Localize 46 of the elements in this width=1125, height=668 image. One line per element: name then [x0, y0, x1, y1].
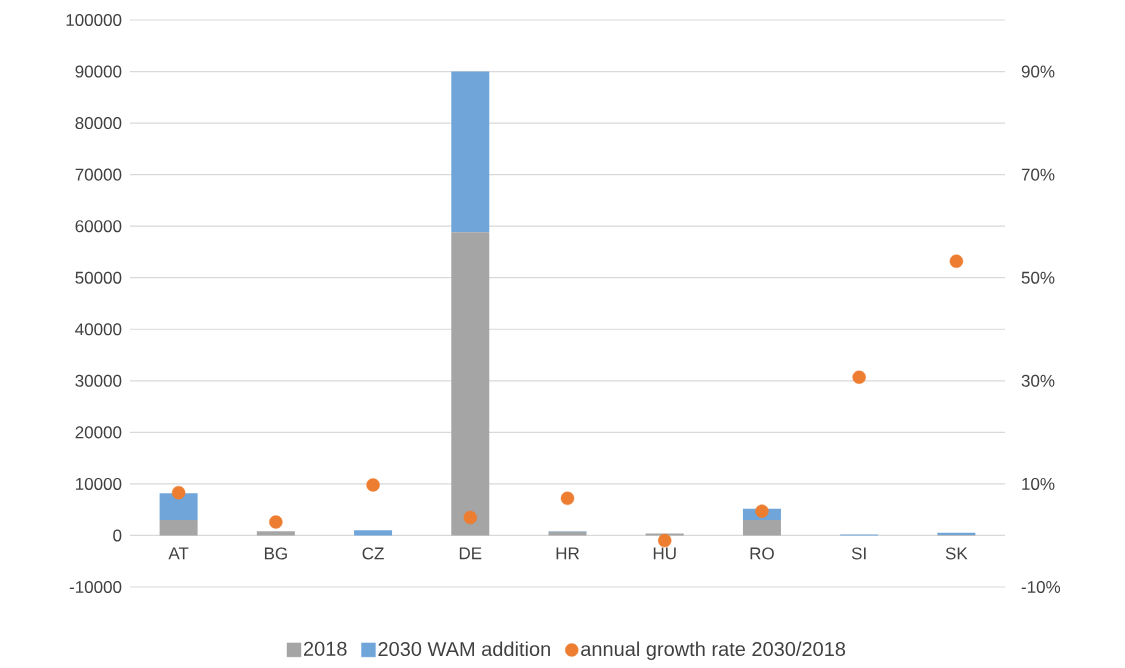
legend-label: 2018: [303, 641, 347, 656]
y-tick-label: 40000: [75, 323, 122, 336]
y2-tick-label: 30%: [1021, 374, 1055, 387]
y-tick-label: 90000: [75, 65, 122, 78]
y-tick-label: 50000: [75, 271, 122, 284]
y-tick-label: 100000: [66, 13, 122, 27]
x-tick-label: HR: [556, 547, 579, 560]
x-tick-label: SK: [945, 547, 968, 560]
bar: [256, 531, 295, 536]
y-tick-label: 10000: [76, 477, 122, 490]
legend-label: annual growth rate 2030/2018: [581, 641, 846, 661]
bar: [159, 493, 198, 520]
y2-tick-label: 70%: [1021, 168, 1055, 181]
y2-tick-label: 10%: [1022, 477, 1055, 490]
point: [755, 504, 769, 518]
y2-tick-label: 50%: [1021, 271, 1055, 284]
x-tick-label: BG: [264, 547, 287, 560]
point: [949, 254, 964, 268]
y2-tick-label: 90%: [1021, 65, 1055, 78]
point: [658, 533, 672, 548]
bar: [451, 232, 490, 536]
x-tick-label: SI: [851, 547, 866, 560]
point: [269, 515, 283, 529]
point: [463, 510, 477, 525]
x-tick-label: DE: [459, 547, 482, 560]
y-tick-label: 80000: [75, 117, 122, 130]
bar: [742, 519, 781, 536]
bar: [354, 530, 393, 536]
y-tick-label: 30000: [75, 374, 122, 387]
point: [560, 491, 575, 506]
x-tick-label: CZ: [362, 547, 384, 560]
point: [852, 370, 866, 384]
bar: [451, 71, 490, 233]
y2-tick-label: -10%: [1021, 580, 1061, 594]
y-tick-label: 20000: [75, 426, 122, 439]
legend-label: 2030 WAM addition: [378, 641, 550, 657]
y-tick-label: -10000: [69, 580, 122, 594]
y-tick-label: 60000: [75, 220, 122, 233]
x-tick-label: RO: [750, 547, 774, 560]
x-tick-label: HU: [653, 547, 676, 560]
y-tick-label: 0: [113, 529, 122, 542]
y-tick-label: 70000: [75, 168, 122, 181]
x-tick-label: AT: [168, 547, 189, 560]
point: [366, 478, 380, 492]
point: [171, 485, 186, 500]
bar: [159, 519, 198, 536]
